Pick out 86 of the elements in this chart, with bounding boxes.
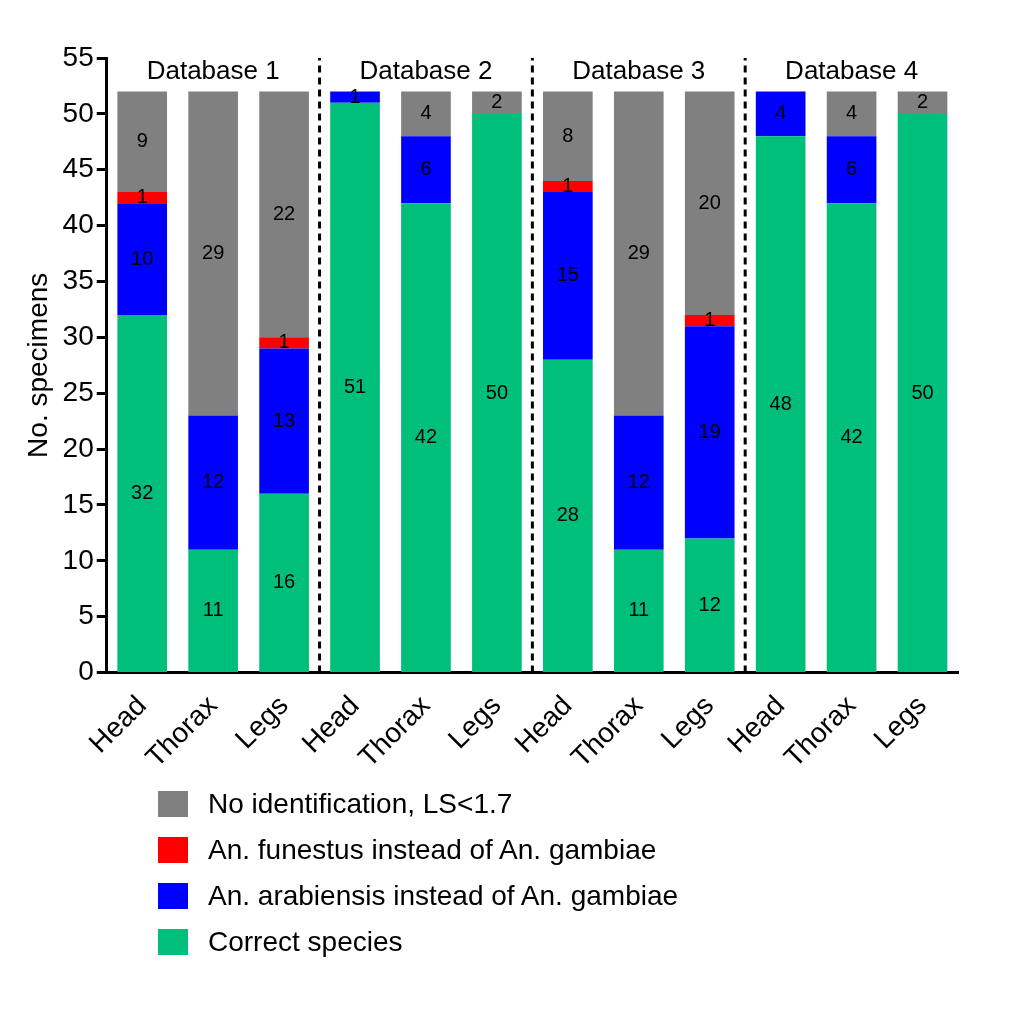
bar [401,91,451,137]
bar [330,91,380,103]
bar [472,113,522,673]
bar [826,203,877,673]
data-label: 42 [414,425,438,448]
data-label: 4 [420,101,432,124]
data-label: 11 [628,598,650,621]
y-tick-label: 15 [62,487,94,519]
data-label: 1 [562,174,574,197]
legend-label: Correct species [208,926,403,958]
data-label: 19 [698,419,721,442]
data-label: 8 [562,123,574,146]
bar [401,203,451,673]
data-label: 2 [491,90,503,113]
bar [543,192,593,360]
annotation: Database 4 [785,55,919,86]
bar [259,493,309,673]
data-label: 1 [136,185,148,208]
data-label: 4 [775,101,787,124]
data-label: 2 [916,90,929,113]
data-label: 15 [556,263,579,286]
data-label: 51 [343,374,367,397]
y-tick-label: 50 [62,96,94,128]
bar [543,359,593,673]
legend-label: No identification, LS<1.7 [208,788,513,820]
data-label: 20 [698,190,721,213]
bar [188,415,238,550]
bar [259,348,309,494]
bar [826,136,877,204]
data-label: 12 [698,592,721,615]
bar [613,549,664,673]
data-label: 28 [556,503,579,526]
data-label: 6 [420,157,432,180]
y-tick-label: 45 [62,152,94,184]
y-axis-title: No. specimens [21,272,53,458]
y-tick-label: 20 [62,431,94,463]
bar [543,180,593,193]
data-label: 42 [840,425,863,448]
bar [117,315,168,673]
bar [897,91,948,114]
annotation: Database 2 [359,55,493,86]
data-label: 1 [704,308,716,331]
data-label: 12 [202,470,225,493]
data-label: 16 [272,570,296,593]
y-tick-label: 25 [62,375,94,407]
bar [613,91,664,416]
y-tick-label: 10 [62,543,94,575]
data-label: 12 [627,470,650,493]
bar [472,91,522,114]
data-label: 11 [202,598,224,621]
bar [117,203,168,316]
data-label: 13 [272,408,296,431]
data-label: 50 [911,380,934,403]
data-label: 48 [769,391,792,414]
y-tick-label: 0 [78,655,94,687]
data-label: 10 [131,246,154,269]
data-label: 22 [272,201,296,224]
bar [401,136,451,204]
bar [188,91,238,416]
data-label: 9 [136,129,148,152]
bar [755,136,806,673]
bar [897,113,948,673]
y-tick-label: 40 [62,208,94,240]
data-label: 4 [846,101,858,124]
annotation: Database 1 [146,55,280,86]
bar [330,102,380,673]
legend-label: An. arabiensis instead of An. gambiae [208,880,679,912]
data-label: 6 [846,157,858,180]
data-label: 1 [349,84,361,107]
data-label: 29 [627,241,650,264]
bar [755,91,806,137]
bar [684,538,735,673]
bar [613,415,664,550]
y-tick-label: 30 [62,320,94,352]
data-label: 1 [278,330,290,353]
data-label: 29 [202,241,225,264]
annotation: Database 3 [572,55,706,86]
data-label: 50 [485,380,509,403]
y-tick-label: 55 [62,40,94,72]
data-label: 32 [131,481,154,504]
bar [826,91,877,137]
y-tick-label: 35 [62,264,94,296]
legend-label: An. funestus instead of An. gambiae [208,834,657,866]
bar [188,549,238,673]
bar [684,326,735,539]
y-tick-label: 5 [78,599,94,631]
